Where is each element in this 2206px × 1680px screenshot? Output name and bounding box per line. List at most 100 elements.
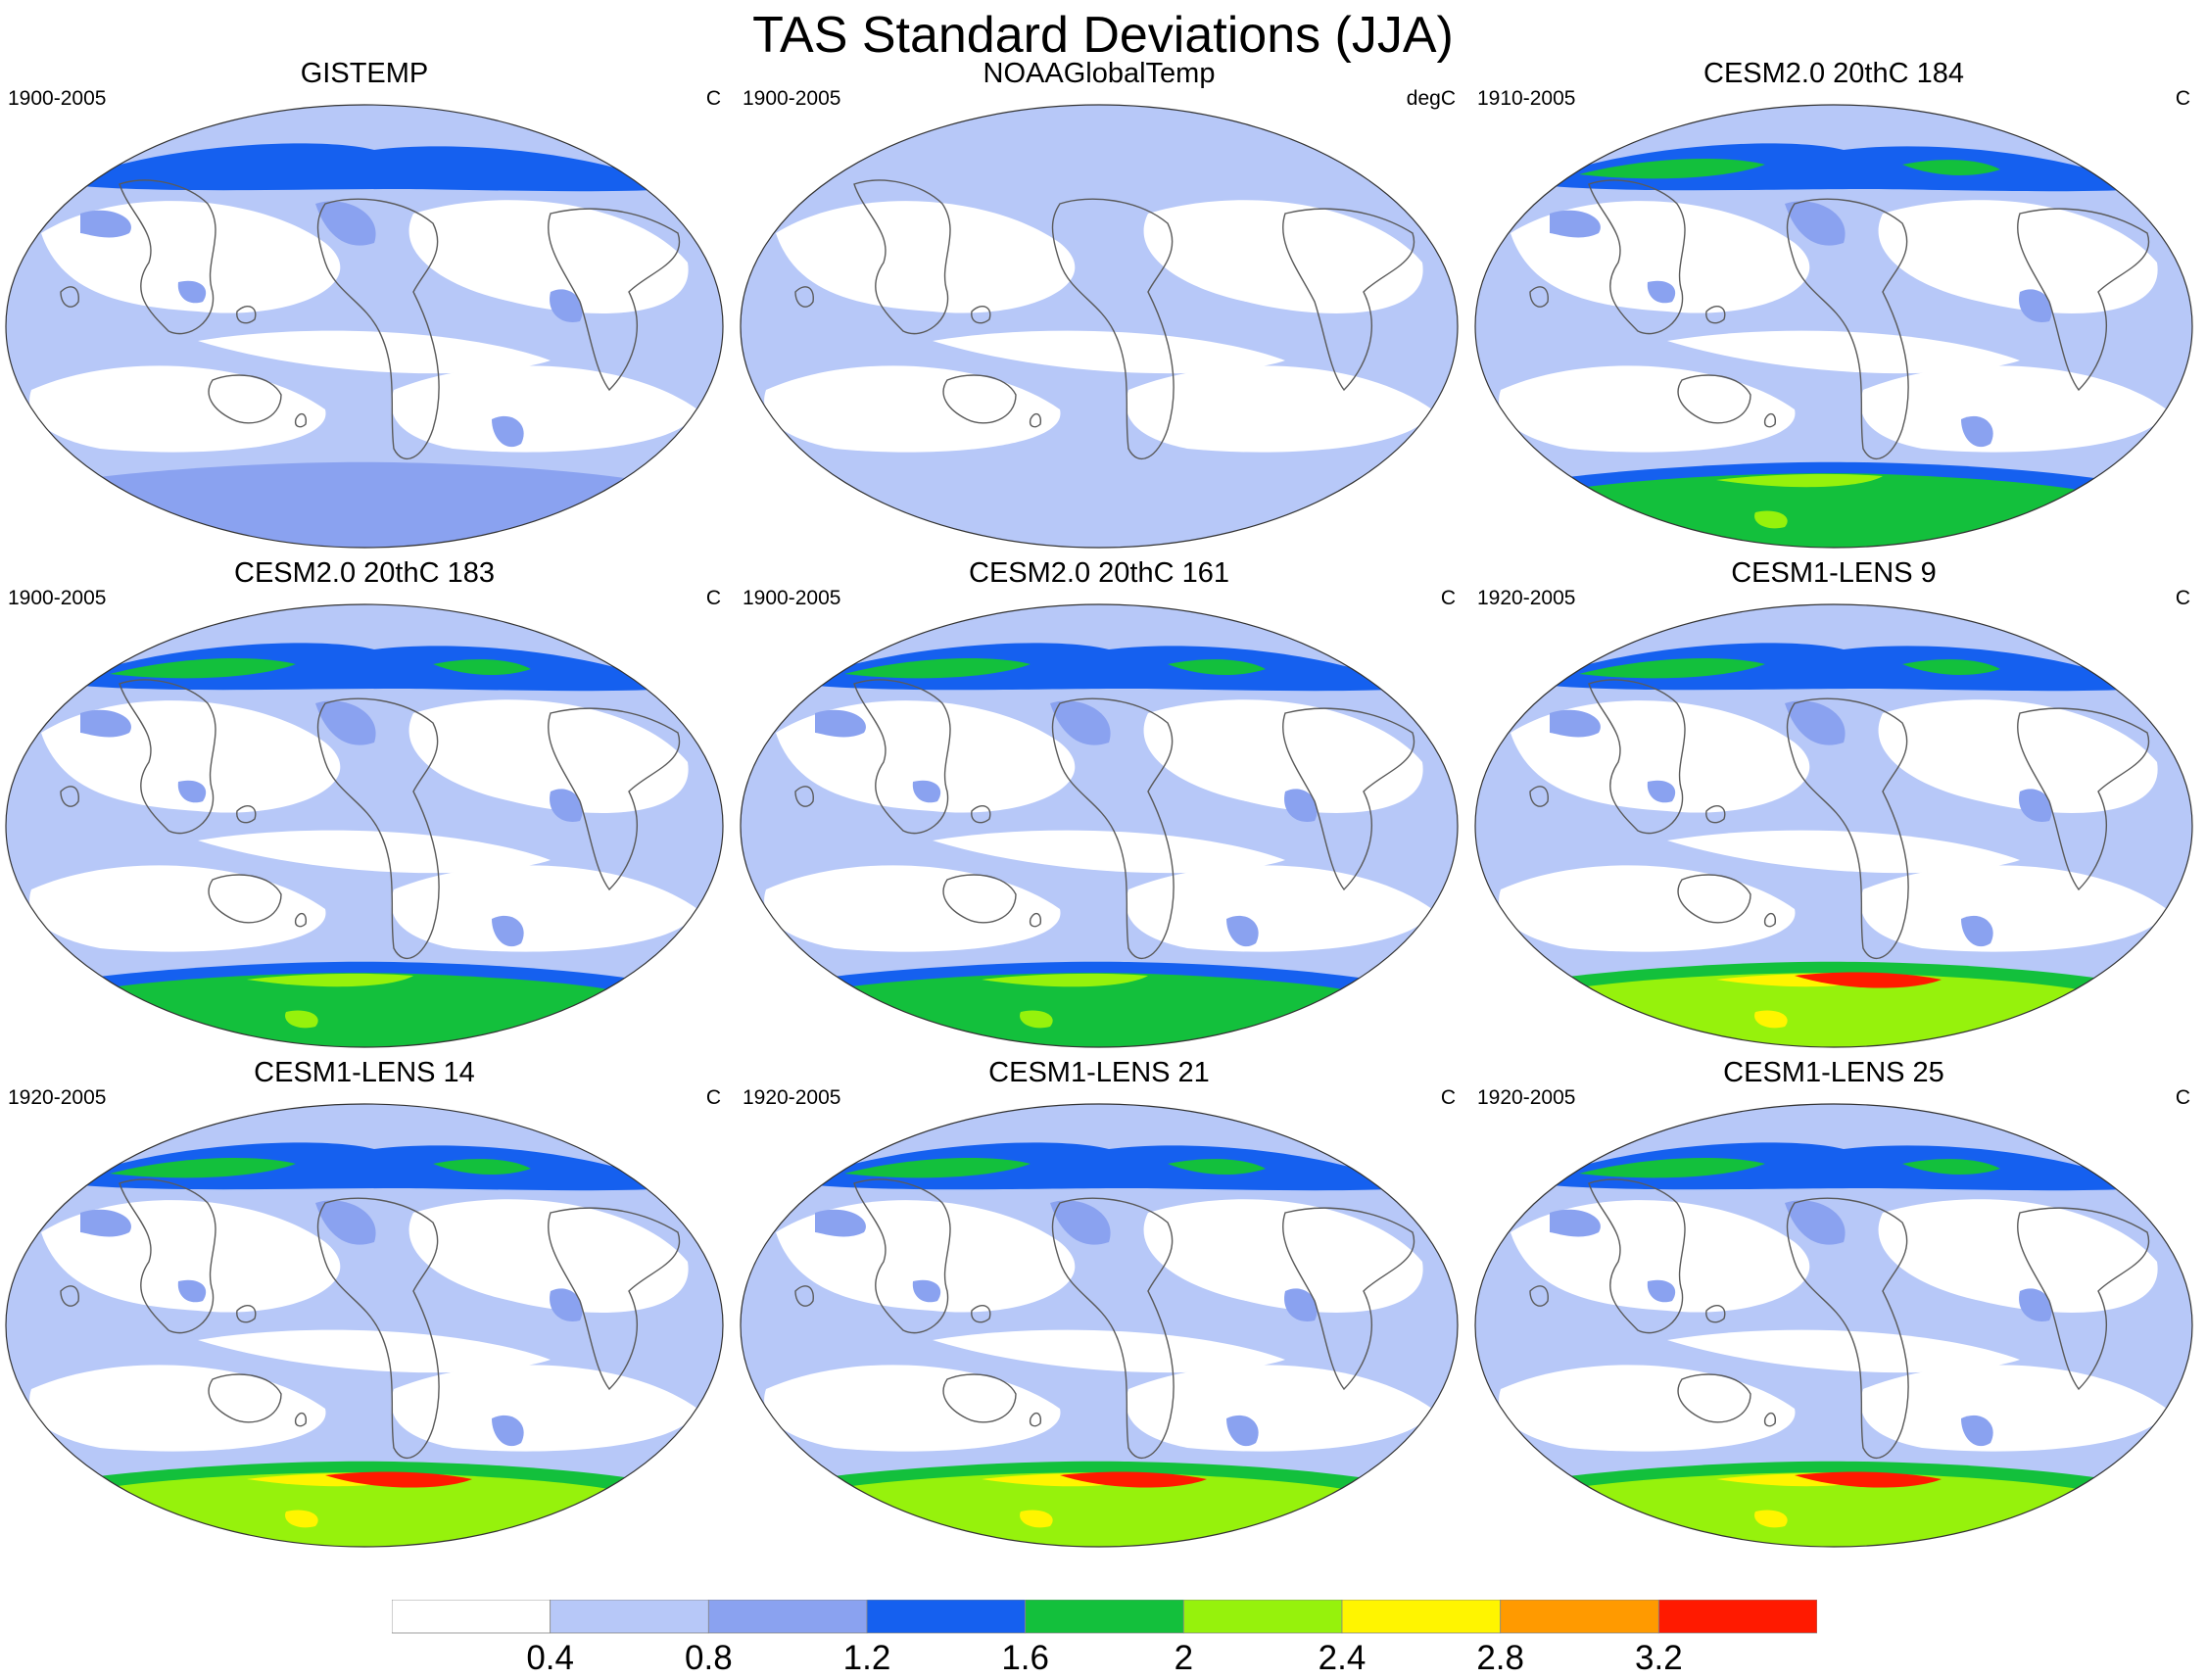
antarctic-max-region <box>325 1471 472 1488</box>
low-variance-region <box>1667 1329 2020 1373</box>
coastline <box>1282 208 1415 392</box>
arctic-green <box>433 1159 531 1176</box>
colorbar-swatch <box>550 1600 709 1634</box>
mid-variance-region <box>315 1200 376 1245</box>
map-outline <box>5 104 724 549</box>
mid-variance-region <box>550 1288 583 1321</box>
coastline <box>548 707 681 891</box>
panel-units: C <box>2175 587 2190 609</box>
panel-period: 1900-2005 <box>8 87 107 110</box>
low-variance-region <box>391 365 697 453</box>
arctic-band <box>61 1142 678 1191</box>
colorbar-swatch <box>707 1600 868 1634</box>
mid-variance-region <box>550 289 583 322</box>
coastline <box>1588 1178 1686 1334</box>
map-panel: NOAAGlobalTemp 1900-2005 degC <box>737 57 1462 556</box>
panel-title: CESM1-LENS 9 <box>1731 557 1937 589</box>
coastline <box>236 1305 257 1323</box>
colorbar-swatch <box>1657 1600 1817 1634</box>
map-plot <box>5 1103 724 1548</box>
antarctic-band-inner <box>110 473 619 548</box>
low-variance-region <box>391 1365 697 1452</box>
mid-variance-region <box>1785 1200 1846 1245</box>
arctic-green <box>1579 159 1765 179</box>
map-plot <box>740 104 1459 549</box>
low-variance-region <box>1860 865 2167 952</box>
coastline <box>1529 286 1549 308</box>
panel-units: C <box>705 87 721 110</box>
colorbar-tick-label: 1.6 <box>1001 1639 1049 1677</box>
coastline <box>794 286 814 308</box>
coastline <box>316 198 440 460</box>
colorbar-tick-label: 2.8 <box>1476 1639 1524 1677</box>
antarctic-band-inner <box>1579 973 2088 1047</box>
antarctic-hotspot <box>285 1510 318 1528</box>
coastline <box>2017 208 2150 392</box>
arctic-green <box>844 658 1031 679</box>
mid-variance-region <box>492 415 524 448</box>
colorbar-swatches <box>392 1600 1817 1634</box>
coastline <box>119 679 216 835</box>
coastline <box>294 912 308 928</box>
panel-title: CESM1-LENS 21 <box>988 1057 1210 1088</box>
panel-units: C <box>705 1086 721 1109</box>
arctic-band <box>795 1142 1413 1191</box>
low-variance-region <box>1667 830 2020 874</box>
coastline <box>208 374 282 424</box>
coastline <box>1051 697 1175 960</box>
antarctic-hotspot <box>247 973 413 987</box>
map-background <box>741 105 1458 548</box>
coastline <box>1029 412 1042 428</box>
panel-units: C <box>1440 1086 1456 1109</box>
panel-units: C <box>2175 87 2190 110</box>
coastline <box>1282 1207 1415 1391</box>
coastline <box>548 208 681 392</box>
low-variance-region <box>933 830 1285 874</box>
mid-variance-region <box>315 201 376 246</box>
coastline <box>853 1178 951 1334</box>
coastline <box>853 679 951 835</box>
map-outline <box>740 603 1459 1048</box>
map-plot <box>1474 1103 2193 1548</box>
coastline <box>208 1373 282 1423</box>
arctic-green <box>1902 160 2000 176</box>
coastline <box>1705 1305 1726 1323</box>
map-panel: CESM2.0 20thC 184 1910-2005 C <box>1471 57 2196 556</box>
coastline <box>1786 697 1909 960</box>
mid-variance-region <box>492 1415 524 1447</box>
antarctic-max-region <box>1795 1471 1942 1488</box>
coastline <box>794 1285 814 1307</box>
coastline <box>119 1178 216 1334</box>
map-plot <box>1474 104 2193 549</box>
low-variance-region <box>1878 1199 2158 1313</box>
antarctic-hotspot <box>1020 1510 1053 1528</box>
low-variance-region <box>1126 865 1432 952</box>
coastline <box>119 179 216 335</box>
arctic-green <box>433 659 531 676</box>
low-variance-region <box>198 830 551 874</box>
low-variance-region <box>1143 1199 1423 1313</box>
low-variance-region <box>408 1199 689 1313</box>
antarctic-hotspot <box>1754 510 1788 529</box>
colorbar-tick-label: 3.2 <box>1635 1639 1683 1677</box>
mid-variance-region <box>1961 1415 1993 1447</box>
antarctic-hotspot <box>285 1010 318 1029</box>
coastline <box>236 306 257 324</box>
low-variance-region <box>1499 865 1796 952</box>
coastline <box>1763 1412 1777 1427</box>
low-variance-region <box>1878 200 2158 313</box>
coastline <box>1677 374 1751 424</box>
mid-variance-region <box>1785 201 1846 246</box>
colorbar: 0.4 0.8 1.2 1.6 2 2.4 2.8 3.2 <box>392 1600 1817 1678</box>
mid-variance-region <box>1961 915 1993 947</box>
panel-period: 1900-2005 <box>743 587 841 609</box>
low-variance-region <box>764 365 1061 453</box>
antarctic-band-inner <box>110 1472 619 1547</box>
colorbar-swatch <box>1182 1600 1343 1634</box>
antarctic-max-region <box>1060 1471 1207 1488</box>
coastline <box>971 805 991 824</box>
coastline <box>1677 874 1751 924</box>
coastline <box>2017 1207 2150 1391</box>
mid-variance-region <box>1226 915 1259 947</box>
mid-variance-region <box>815 1209 866 1237</box>
